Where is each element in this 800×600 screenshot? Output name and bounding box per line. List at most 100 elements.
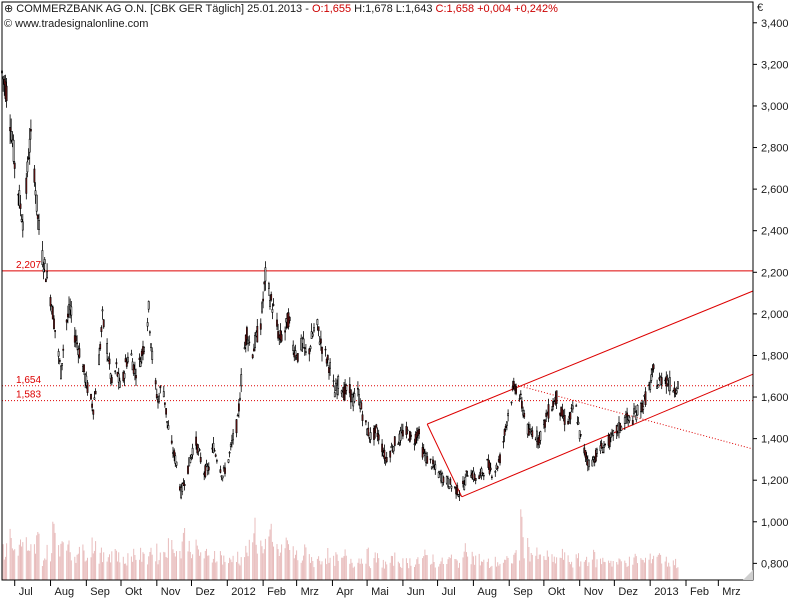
volume-bar [478,553,480,580]
volume-bar [359,563,361,580]
candle [92,409,95,420]
candle [154,377,157,390]
candle [239,392,241,401]
volume-bar [277,549,279,580]
candle-body [317,326,320,332]
candle-body [333,392,336,398]
candle [75,329,77,348]
candle-body [147,301,150,310]
candle [462,476,464,488]
candle [592,455,595,463]
volume-bar [454,559,456,580]
volume-bar [585,560,586,580]
volume-bar [483,559,485,580]
candle [134,361,136,381]
candle [149,330,151,336]
candle [26,156,29,178]
volume-bar [247,556,249,580]
volume-bar [22,542,24,580]
volume-bar [528,547,530,580]
x-tick-label: Mrz [722,586,740,598]
candle [490,474,493,480]
x-tick-label: Okt [548,586,565,598]
volume-bar [410,565,412,580]
candle [9,114,12,144]
candle [333,385,336,398]
candle-body [673,387,676,393]
volume-bar [149,552,151,580]
candle-body [9,127,12,132]
volume-bar [642,560,644,580]
volume-bar [596,559,598,580]
candle-body [269,299,271,307]
candle [447,475,449,489]
volume-bar [543,556,545,580]
x-tick-label: Feb [267,586,286,598]
candle [612,429,615,441]
candle-body [35,194,38,212]
candle [666,374,669,387]
volume-bar [512,563,514,580]
candle-body [229,443,232,447]
candle-body [302,338,305,348]
volume-bar [147,564,149,580]
candle-body [510,401,513,404]
candle-body [53,318,55,329]
candle-body [232,433,235,441]
volume-bar [430,564,432,580]
candle [364,420,367,426]
candle [465,470,468,477]
volume-bar [248,539,250,580]
candle [651,364,654,378]
candle-body [2,76,5,80]
candle-body [28,138,31,153]
candle [332,374,335,388]
candle [94,388,97,395]
volume-bar [344,549,346,580]
candle [91,401,94,412]
candle-body [593,460,596,463]
candle [158,392,161,404]
candle-body [231,440,233,444]
x-tick-label: Nov [161,586,181,598]
candle-body [101,309,104,312]
candle-body [143,347,146,352]
volume-bar [230,559,232,580]
candle-body [520,401,523,409]
candle-body [98,354,101,366]
volume-bar [610,560,612,580]
candle [463,480,466,491]
x-tick-label: Nov [584,586,604,598]
volume-bar [563,559,564,580]
candle-body [259,323,262,330]
candle-body [294,350,297,357]
candle-body [474,477,477,481]
resize-grip[interactable] [743,570,753,580]
volume-bar [206,548,207,580]
candle [624,410,627,424]
candle-body [438,471,441,474]
candle-body [239,397,241,401]
candle-body [216,460,218,462]
volume-bar [321,561,323,580]
volume-bar [276,544,278,580]
candle-body [311,333,314,337]
candle [356,381,359,397]
candle-body [76,342,79,345]
volume-bar [620,561,622,580]
candle [263,281,266,292]
volume-bar [352,567,354,580]
volume-bar [336,554,338,580]
volume-bar [616,562,618,580]
candle [216,458,218,464]
candle-body [657,384,660,388]
candle-body [426,456,429,464]
volume-bar [377,553,378,580]
candle-body [624,417,627,424]
candle [62,344,65,358]
candle-body [151,350,154,360]
candle [466,471,469,477]
candle [652,363,655,373]
candle [499,452,501,466]
